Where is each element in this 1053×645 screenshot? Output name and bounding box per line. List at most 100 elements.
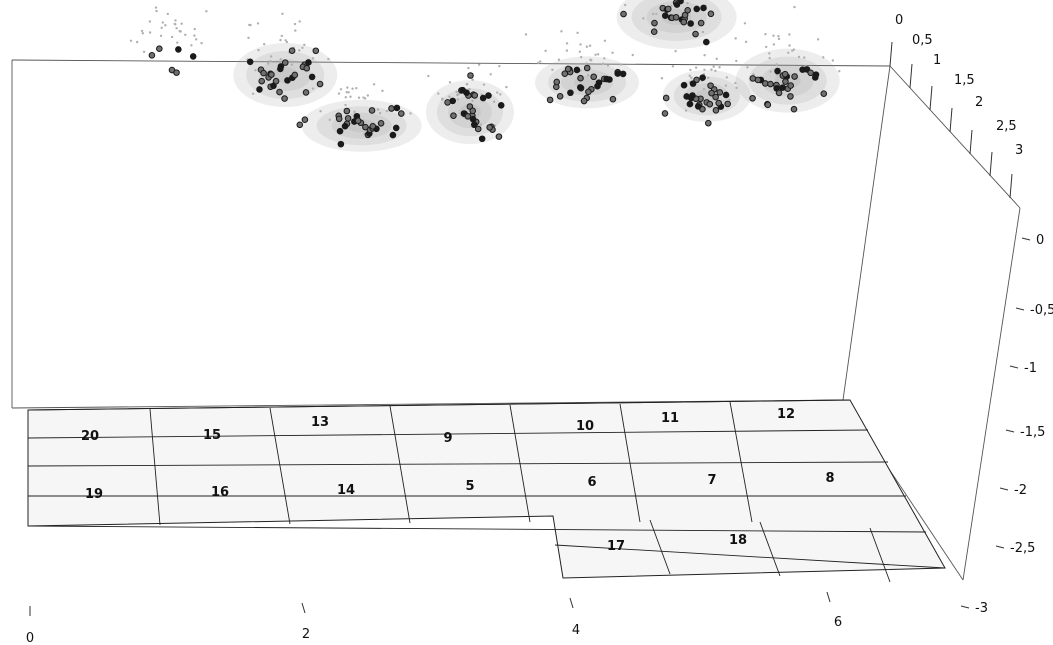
data-point-dark — [479, 94, 487, 102]
data-point-light — [467, 66, 470, 70]
x-tick — [826, 591, 831, 603]
data-point-light — [205, 10, 208, 13]
data-point-dark — [281, 59, 289, 66]
data-point-light — [262, 43, 266, 46]
data-point-dark — [781, 70, 789, 78]
data-point-dark — [680, 81, 688, 89]
data-point-light — [372, 83, 376, 86]
data-point-light — [448, 95, 451, 98]
data-point-dark — [708, 89, 715, 97]
data-point-light — [311, 57, 315, 60]
data-point-dark — [246, 58, 254, 66]
floor-labels: 20 15 13 9 10 11 12 19 16 14 5 6 7 8 17 18 — [81, 407, 835, 554]
data-point-light — [141, 32, 144, 35]
data-point-dark — [553, 78, 561, 86]
data-point-light — [155, 9, 158, 13]
data-point-light — [702, 87, 706, 91]
data-point-light — [455, 90, 458, 94]
data-point-light — [319, 110, 322, 113]
data-point-light — [619, 63, 622, 66]
data-point-light — [603, 39, 607, 42]
data-point-light — [686, 2, 689, 5]
data-point-dark — [463, 89, 470, 96]
z-tick — [1009, 365, 1019, 369]
data-point-dark — [673, 1, 681, 8]
data-point-light — [347, 91, 350, 94]
data-point-dark — [284, 77, 291, 84]
data-point-dark — [288, 47, 296, 54]
data-point-dark — [486, 124, 493, 131]
floor-label: 15 — [203, 428, 221, 443]
data-point-light — [611, 51, 614, 54]
data-point-light — [655, 12, 658, 16]
data-point-light — [752, 73, 755, 76]
data-point-light — [135, 40, 139, 44]
data-point-dark — [173, 69, 180, 76]
floor-label: 20 — [81, 429, 99, 444]
floor-label: 8 — [825, 471, 834, 486]
floor-gridline-v — [649, 519, 671, 575]
data-point-dark — [694, 103, 702, 110]
floor-label: 12 — [777, 407, 795, 422]
data-point-dark — [680, 18, 688, 26]
data-point-dark — [369, 123, 377, 130]
data-point-dark — [377, 119, 385, 127]
y-tick-label: 0,5 — [912, 33, 933, 48]
data-point-dark — [335, 115, 343, 123]
data-point-light — [303, 43, 306, 46]
data-point-light — [179, 30, 182, 33]
y-tick — [949, 107, 953, 133]
floor-gridline-v — [269, 407, 291, 525]
data-point-dark — [779, 84, 786, 91]
data-point-dark — [712, 93, 719, 101]
data-point-light — [190, 44, 193, 47]
data-point-light — [249, 23, 252, 27]
data-point-light — [724, 84, 728, 87]
data-point-dark — [464, 113, 472, 120]
data-point-light — [703, 68, 706, 71]
data-point-light — [588, 44, 592, 47]
data-point-dark — [495, 133, 503, 140]
data-point-dark — [302, 89, 310, 96]
data-point-dark — [546, 96, 554, 104]
data-point-light — [355, 86, 358, 90]
density-contours — [233, 0, 840, 152]
z-tick — [1021, 237, 1031, 241]
data-point-dark — [707, 82, 714, 89]
data-point-light — [735, 59, 738, 63]
data-point-dark — [790, 105, 798, 113]
data-point-light — [764, 45, 768, 49]
data-point-dark — [603, 75, 610, 83]
data-point-light — [551, 68, 554, 72]
data-point-light — [344, 103, 347, 107]
data-point-light — [366, 94, 370, 97]
data-point-dark — [620, 10, 627, 18]
data-point-light — [596, 53, 600, 56]
data-point-dark — [471, 92, 479, 99]
x-tick — [301, 602, 306, 614]
data-point-light — [684, 109, 688, 112]
data-point-dark — [791, 73, 798, 80]
data-point-light — [378, 111, 382, 115]
data-point-light — [175, 27, 178, 30]
data-point-light — [148, 20, 152, 23]
data-point-dark — [450, 112, 457, 119]
data-point-light — [714, 69, 717, 73]
data-point-light — [689, 68, 692, 72]
x-tick-label: 0 — [26, 631, 34, 645]
y-tick-label: 2 — [975, 95, 983, 110]
data-point-light — [768, 52, 771, 55]
floor-gridline-v — [389, 405, 411, 524]
z-tick — [999, 487, 1009, 491]
data-point-dark — [576, 84, 584, 91]
data-point-light — [194, 38, 198, 41]
data-point-dark — [469, 115, 477, 123]
data-point-light — [788, 33, 791, 36]
data-point-light — [285, 40, 289, 44]
data-point-dark — [650, 28, 658, 35]
floor-gridline-v — [869, 527, 891, 583]
data-point-light — [544, 49, 547, 53]
data-point-light — [565, 42, 569, 45]
